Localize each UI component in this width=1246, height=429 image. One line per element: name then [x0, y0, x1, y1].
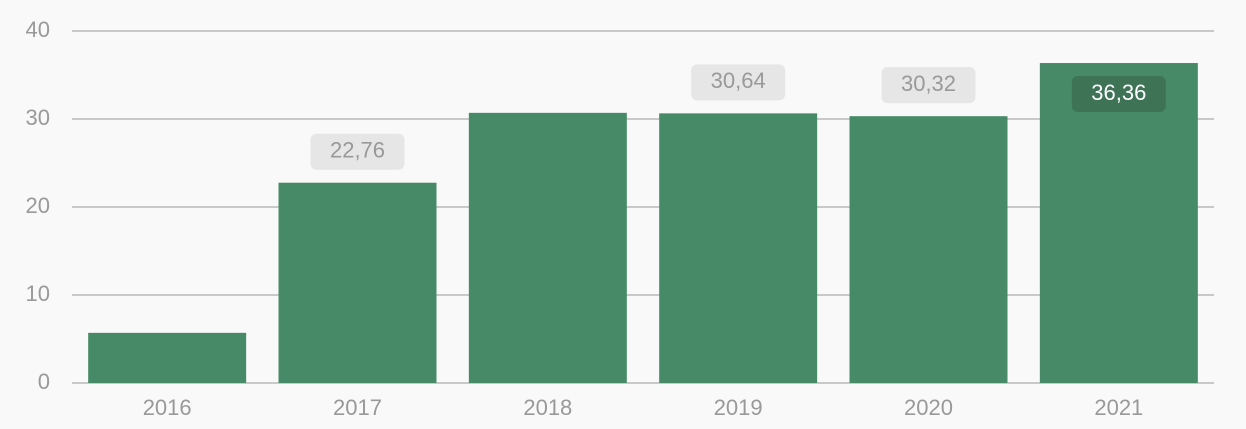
bar: [278, 182, 437, 383]
x-tick-label: 2016: [143, 395, 192, 420]
y-tick-label: 10: [26, 281, 50, 306]
bar: [849, 116, 1008, 384]
value-label: 22,76: [330, 138, 385, 163]
y-tick-label: 40: [26, 17, 50, 42]
value-label-box: [881, 67, 976, 104]
value-label-box: [691, 64, 786, 101]
x-tick-label: 2018: [523, 395, 572, 420]
value-label: 36,36: [1091, 80, 1146, 105]
bar: [1039, 63, 1198, 383]
y-tick-label: 20: [26, 193, 50, 218]
x-tick-label: 2017: [333, 395, 382, 420]
y-tick-label: 30: [26, 105, 50, 130]
x-tick-label: 2019: [714, 395, 763, 420]
x-tick-label: 2021: [1094, 395, 1143, 420]
value-label: 30,64: [711, 68, 766, 93]
x-tick-label: 2020: [904, 395, 953, 420]
bar: [88, 332, 247, 383]
value-label-box: [310, 133, 405, 170]
y-tick-label: 0: [38, 369, 50, 394]
bar: [468, 112, 627, 383]
value-label: 30,32: [901, 71, 956, 96]
bar: [659, 113, 818, 384]
value-label-box: [1071, 76, 1166, 113]
